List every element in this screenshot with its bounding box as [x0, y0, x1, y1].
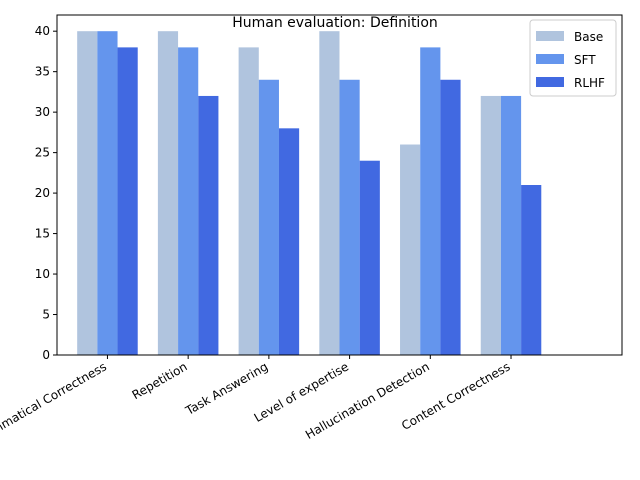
- bar-rlhf-0: [117, 47, 138, 355]
- legend-swatch-base: [536, 31, 564, 41]
- legend-swatch-rlhf: [536, 77, 564, 87]
- bar-rlhf-1: [198, 95, 219, 355]
- bar-base-5: [480, 95, 501, 355]
- chart-title: Human evaluation: Definition: [232, 15, 438, 31]
- y-tick-label: 25: [35, 146, 50, 160]
- bar-base-2: [238, 47, 259, 355]
- bar-base-3: [319, 31, 340, 355]
- x-tick-label: Repetition: [130, 359, 190, 402]
- bar-base-1: [157, 31, 179, 355]
- y-tick-label: 30: [35, 105, 50, 119]
- y-tick-label: 35: [35, 65, 50, 79]
- y-tick-label: 15: [35, 227, 50, 241]
- bar-sft-0: [97, 31, 118, 355]
- bar-sft-4: [420, 47, 441, 355]
- bar-rlhf-2: [278, 128, 300, 355]
- bar-sft-1: [178, 47, 199, 355]
- plot-frame: [56, 14, 623, 356]
- x-tick-label: Grammatical Correctness: [0, 359, 109, 447]
- y-tick-label: 5: [42, 308, 50, 322]
- legend: Base SFT RLHF: [529, 19, 617, 97]
- y-tick-label: 10: [35, 267, 50, 281]
- bar-base-4: [400, 144, 421, 355]
- bar-sft-2: [258, 79, 279, 355]
- y-tick-label: 0: [42, 348, 50, 362]
- bar-sft-3: [339, 79, 360, 355]
- bar-sft-5: [500, 95, 522, 355]
- bar-rlhf-5: [521, 185, 542, 355]
- y-tick-label: 20: [35, 186, 50, 200]
- bar-rlhf-3: [359, 160, 380, 355]
- legend-label-sft: SFT: [574, 53, 596, 67]
- legend-label-rlhf: RLHF: [574, 76, 605, 90]
- legend-swatch-sft: [536, 54, 564, 64]
- bar-rlhf-4: [440, 79, 461, 355]
- y-tick-label: 40: [35, 24, 50, 38]
- bar-base-0: [77, 31, 98, 355]
- legend-label-base: Base: [574, 30, 603, 44]
